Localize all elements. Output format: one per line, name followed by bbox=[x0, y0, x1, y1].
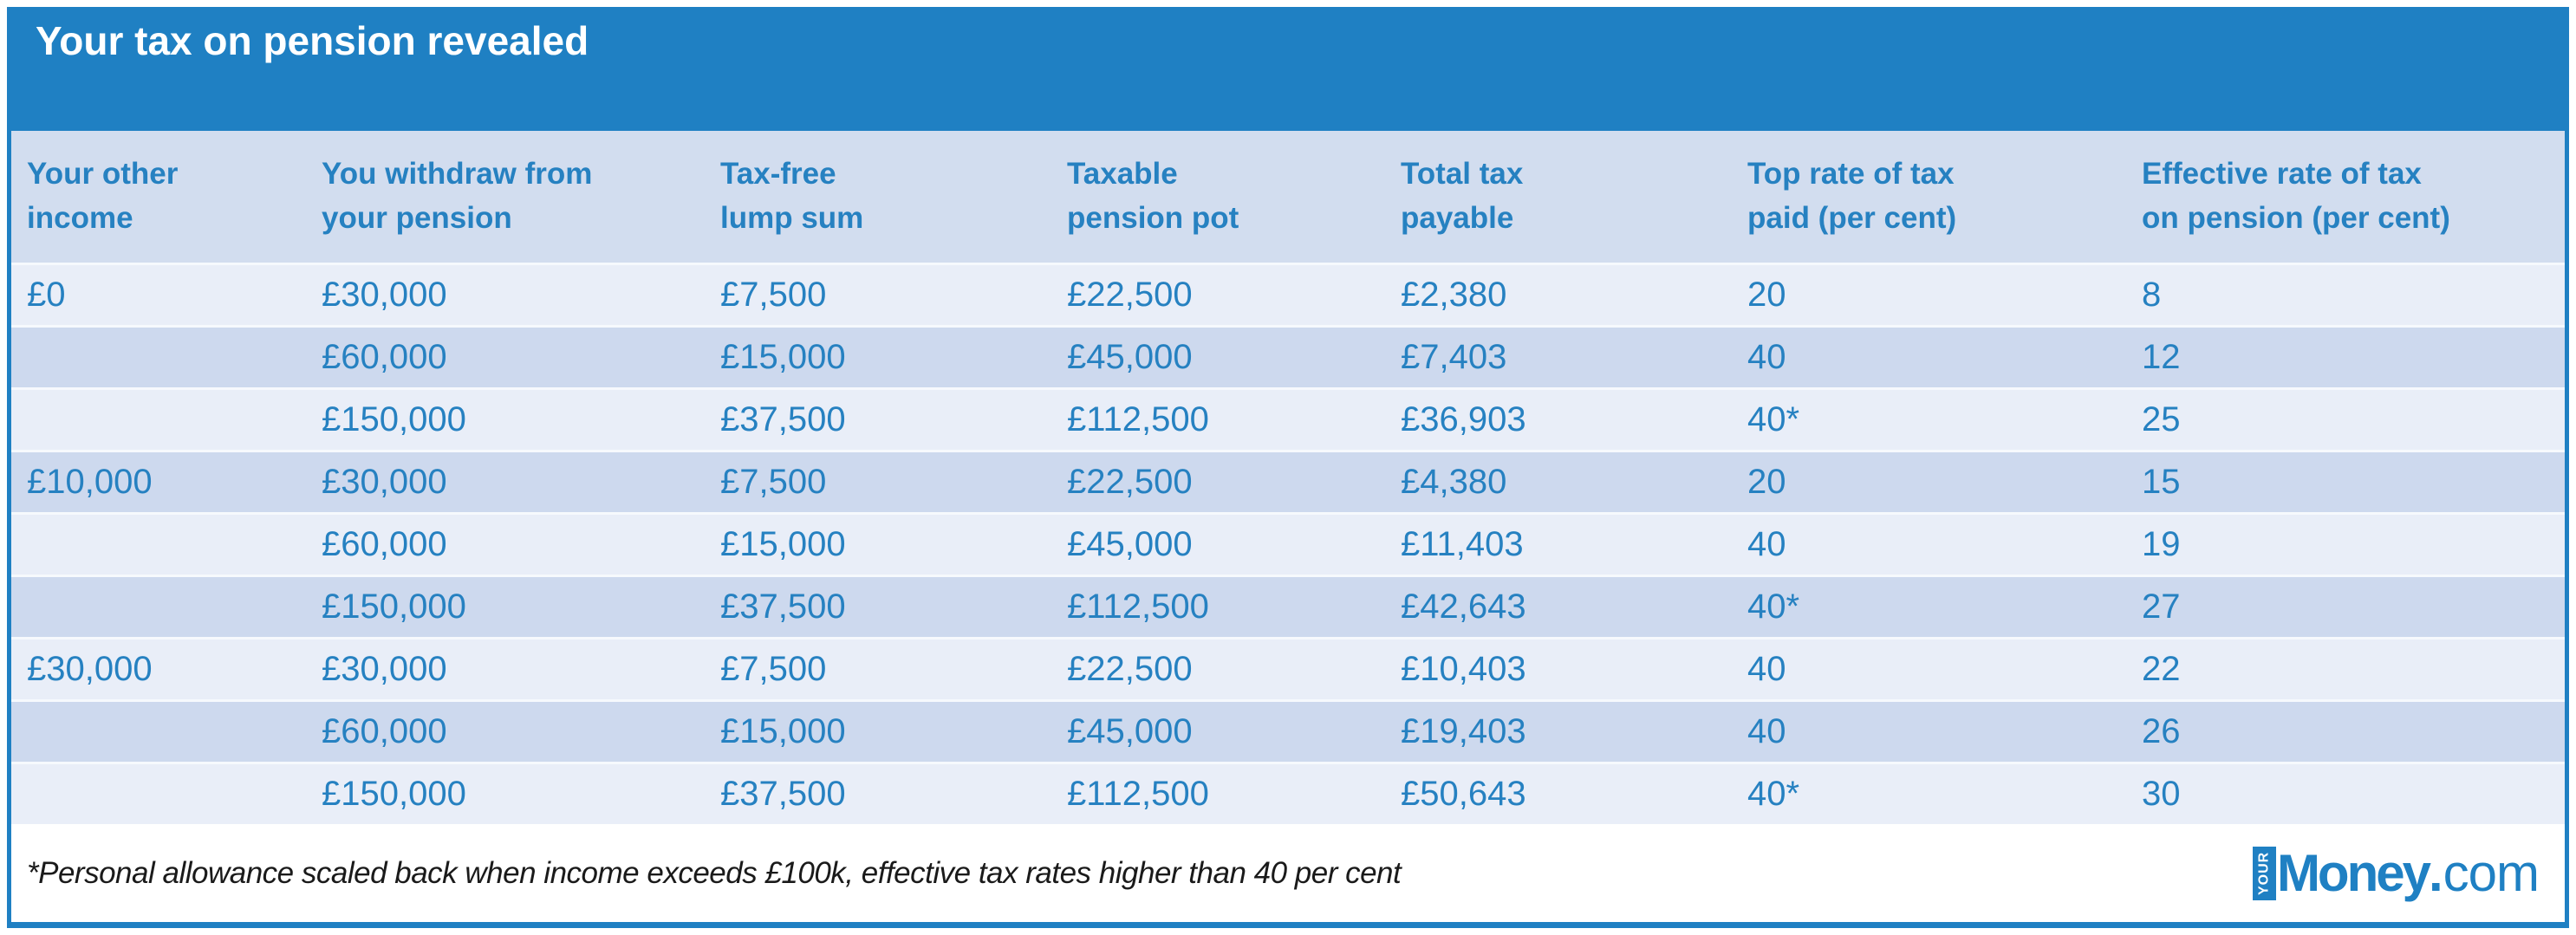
table-cell: £7,500 bbox=[705, 263, 1051, 325]
pension-tax-table: Your other income You withdraw from your … bbox=[11, 131, 2565, 824]
table-cell bbox=[11, 575, 306, 637]
table-row: £60,000 £15,000 £45,000 £11,403 40 19 bbox=[11, 512, 2565, 575]
table-cell: £15,000 bbox=[705, 512, 1051, 575]
table-cell: £37,500 bbox=[705, 762, 1051, 824]
table-cell: 40* bbox=[1732, 387, 2126, 450]
table-cell: £15,000 bbox=[705, 325, 1051, 387]
table-cell: £22,500 bbox=[1051, 637, 1385, 699]
table-cell: £7,500 bbox=[705, 637, 1051, 699]
column-header: Top rate of tax paid (per cent) bbox=[1747, 157, 1957, 235]
table-cell: £60,000 bbox=[306, 699, 705, 762]
table-cell: 40* bbox=[1732, 575, 2126, 637]
column-header: Effective rate of tax on pension (per ce… bbox=[2142, 157, 2450, 235]
table-cell: 40 bbox=[1732, 637, 2126, 699]
pension-tax-infographic: Your tax on pension revealed Your other … bbox=[7, 7, 2569, 928]
logo-brand-text: Money bbox=[2276, 843, 2431, 902]
table-cell: 20 bbox=[1732, 450, 2126, 512]
table-cell: 15 bbox=[2126, 450, 2565, 512]
table-cell: £10,000 bbox=[11, 450, 306, 512]
table-cell: £150,000 bbox=[306, 762, 705, 824]
table-cell: £15,000 bbox=[705, 699, 1051, 762]
table-cell bbox=[11, 325, 306, 387]
table-cell: £45,000 bbox=[1051, 325, 1385, 387]
table-cell: £36,903 bbox=[1385, 387, 1732, 450]
table-cell bbox=[11, 512, 306, 575]
table-cell: £45,000 bbox=[1051, 512, 1385, 575]
table-cell: £112,500 bbox=[1051, 387, 1385, 450]
footer: *Personal allowance scaled back when inc… bbox=[11, 824, 2565, 922]
table-cell: £50,643 bbox=[1385, 762, 1732, 824]
table-row: £0 £30,000 £7,500 £22,500 £2,380 20 8 bbox=[11, 263, 2565, 325]
table-cell: £30,000 bbox=[306, 637, 705, 699]
column-header: Taxable pension pot bbox=[1067, 157, 1239, 235]
yourmoney-logo: YOUR Money . com bbox=[2252, 843, 2540, 902]
table-header-row: Your other income You withdraw from your … bbox=[11, 131, 2565, 263]
table-row: £60,000 £15,000 £45,000 £19,403 40 26 bbox=[11, 699, 2565, 762]
table-row: £150,000 £37,500 £112,500 £42,643 40* 27 bbox=[11, 575, 2565, 637]
table-cell bbox=[11, 762, 306, 824]
table-body: £0 £30,000 £7,500 £22,500 £2,380 20 8 £60,000 £1… bbox=[11, 263, 2565, 824]
table-cell: £150,000 bbox=[306, 575, 705, 637]
table-cell: £0 bbox=[11, 263, 306, 325]
table-cell: 40 bbox=[1732, 325, 2126, 387]
table-cell: £37,500 bbox=[705, 575, 1051, 637]
table-cell: 40 bbox=[1732, 699, 2126, 762]
logo-dot: . bbox=[2428, 843, 2443, 902]
table-cell: £60,000 bbox=[306, 325, 705, 387]
table-cell: £10,403 bbox=[1385, 637, 1732, 699]
logo-tld-text: com bbox=[2443, 843, 2540, 902]
column-header: Tax-free lump sum bbox=[720, 157, 864, 235]
table-cell: 30 bbox=[2126, 762, 2565, 824]
table-cell: £30,000 bbox=[306, 263, 705, 325]
table-row: £30,000 £30,000 £7,500 £22,500 £10,403 40 22 bbox=[11, 637, 2565, 699]
table-cell: £45,000 bbox=[1051, 699, 1385, 762]
table-cell: 26 bbox=[2126, 699, 2565, 762]
table-cell: £112,500 bbox=[1051, 762, 1385, 824]
table-cell: 40 bbox=[1732, 512, 2126, 575]
logo-your-vertical-text: YOUR bbox=[2252, 846, 2276, 900]
table-cell: 25 bbox=[2126, 387, 2565, 450]
column-header: Your other income bbox=[27, 157, 179, 235]
table-cell: £60,000 bbox=[306, 512, 705, 575]
table-cell: £7,500 bbox=[705, 450, 1051, 512]
page-title: Your tax on pension revealed bbox=[36, 18, 589, 63]
table-cell: £2,380 bbox=[1385, 263, 1732, 325]
table-row: £150,000 £37,500 £112,500 £36,903 40* 25 bbox=[11, 387, 2565, 450]
table-cell bbox=[11, 699, 306, 762]
table-cell: £4,380 bbox=[1385, 450, 1732, 512]
title-bar: Your tax on pension revealed bbox=[11, 7, 2565, 131]
table-cell: £19,403 bbox=[1385, 699, 1732, 762]
table-cell: £7,403 bbox=[1385, 325, 1732, 387]
table-cell: 22 bbox=[2126, 637, 2565, 699]
table-cell: 27 bbox=[2126, 575, 2565, 637]
table-cell: 8 bbox=[2126, 263, 2565, 325]
table-cell: £22,500 bbox=[1051, 450, 1385, 512]
footnote: *Personal allowance scaled back when inc… bbox=[27, 855, 1402, 890]
table-cell: £11,403 bbox=[1385, 512, 1732, 575]
table-cell: 12 bbox=[2126, 325, 2565, 387]
table-cell: 40* bbox=[1732, 762, 2126, 824]
table-cell: £30,000 bbox=[11, 637, 306, 699]
table-cell: £150,000 bbox=[306, 387, 705, 450]
table-cell: £22,500 bbox=[1051, 263, 1385, 325]
table-cell: 20 bbox=[1732, 263, 2126, 325]
table-cell: £37,500 bbox=[705, 387, 1051, 450]
table-row: £10,000 £30,000 £7,500 £22,500 £4,380 20 15 bbox=[11, 450, 2565, 512]
column-header: Total tax payable bbox=[1401, 157, 1524, 235]
table-cell: £112,500 bbox=[1051, 575, 1385, 637]
table-cell: £30,000 bbox=[306, 450, 705, 512]
table-cell bbox=[11, 387, 306, 450]
table-cell: 19 bbox=[2126, 512, 2565, 575]
table-cell: £42,643 bbox=[1385, 575, 1732, 637]
table-row: £60,000 £15,000 £45,000 £7,403 40 12 bbox=[11, 325, 2565, 387]
column-header: You withdraw from your pension bbox=[322, 157, 593, 235]
table-row: £150,000 £37,500 £112,500 £50,643 40* 30 bbox=[11, 762, 2565, 824]
